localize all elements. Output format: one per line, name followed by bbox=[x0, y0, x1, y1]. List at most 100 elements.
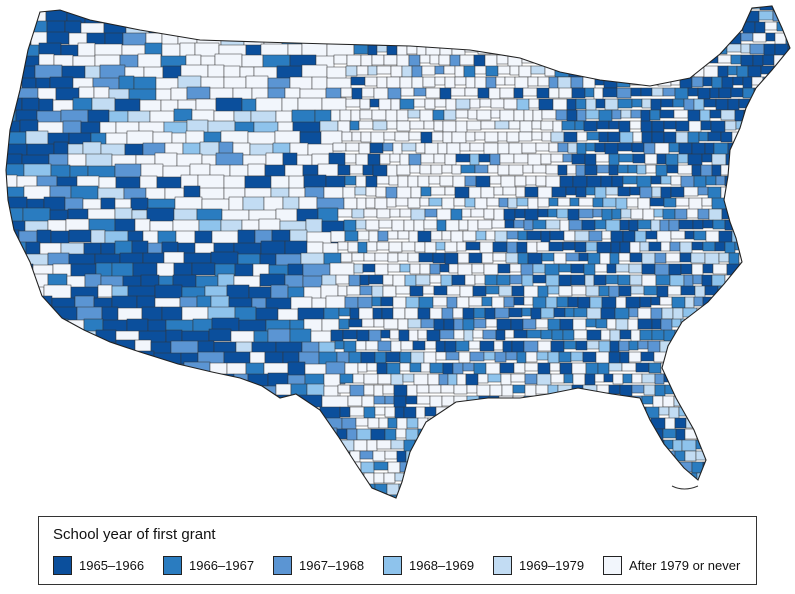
county bbox=[91, 351, 116, 376]
county bbox=[733, 307, 744, 321]
county bbox=[619, 329, 632, 340]
county bbox=[611, 109, 622, 120]
county bbox=[6, 318, 21, 333]
county bbox=[498, 43, 512, 56]
county bbox=[520, 263, 534, 277]
county bbox=[64, 352, 93, 375]
county bbox=[593, 494, 606, 498]
county bbox=[656, 153, 667, 165]
county bbox=[336, 351, 350, 364]
county bbox=[637, 197, 651, 211]
county bbox=[559, 219, 570, 233]
county bbox=[723, 329, 735, 340]
county bbox=[269, 394, 297, 419]
county bbox=[617, 186, 631, 197]
county bbox=[593, 395, 605, 408]
county bbox=[758, 10, 774, 21]
county bbox=[602, 65, 617, 78]
county bbox=[571, 153, 586, 165]
county bbox=[416, 395, 431, 405]
county bbox=[734, 164, 750, 175]
county bbox=[371, 54, 385, 66]
county bbox=[683, 494, 697, 498]
county bbox=[297, 484, 320, 498]
county bbox=[374, 252, 389, 262]
county bbox=[497, 142, 510, 155]
county bbox=[424, 208, 438, 218]
county bbox=[548, 241, 564, 252]
county bbox=[628, 307, 639, 318]
legend-swatch bbox=[603, 555, 622, 575]
county bbox=[697, 208, 710, 220]
county bbox=[788, 296, 790, 308]
county bbox=[396, 417, 408, 431]
county bbox=[512, 483, 528, 494]
county bbox=[495, 329, 506, 341]
county bbox=[662, 87, 676, 97]
county bbox=[434, 98, 447, 108]
county bbox=[437, 483, 453, 493]
county bbox=[98, 472, 115, 493]
county bbox=[42, 407, 67, 424]
county bbox=[214, 11, 241, 36]
county bbox=[417, 230, 432, 243]
county bbox=[315, 6, 336, 12]
county bbox=[443, 318, 455, 331]
county bbox=[699, 406, 714, 418]
county bbox=[480, 120, 496, 130]
county bbox=[472, 285, 487, 297]
county bbox=[413, 87, 427, 97]
county bbox=[81, 394, 104, 417]
county bbox=[761, 186, 772, 196]
county bbox=[241, 54, 264, 68]
county bbox=[512, 384, 526, 394]
county bbox=[595, 318, 608, 329]
county bbox=[521, 142, 537, 154]
county bbox=[665, 153, 679, 167]
county bbox=[481, 296, 493, 307]
county bbox=[628, 351, 642, 363]
county bbox=[705, 318, 716, 329]
county bbox=[558, 285, 573, 297]
county bbox=[624, 494, 635, 498]
county bbox=[656, 472, 668, 484]
county bbox=[586, 307, 602, 320]
county bbox=[444, 76, 456, 89]
county bbox=[6, 10, 22, 33]
county bbox=[636, 164, 647, 175]
county bbox=[680, 285, 696, 296]
legend-label: 1966–1967 bbox=[189, 557, 255, 573]
county bbox=[353, 263, 364, 274]
county bbox=[376, 208, 391, 219]
county bbox=[349, 164, 364, 175]
county bbox=[417, 307, 431, 321]
county bbox=[549, 230, 565, 241]
county bbox=[465, 76, 476, 89]
county bbox=[114, 350, 134, 365]
county bbox=[634, 43, 649, 54]
county bbox=[657, 43, 673, 56]
county bbox=[516, 241, 528, 254]
county bbox=[154, 9, 174, 23]
county bbox=[153, 352, 182, 368]
county bbox=[526, 329, 542, 339]
county bbox=[435, 494, 451, 498]
county bbox=[469, 142, 485, 152]
county bbox=[711, 164, 722, 177]
county bbox=[506, 417, 519, 430]
county bbox=[569, 439, 585, 452]
county bbox=[558, 274, 572, 287]
county bbox=[461, 208, 472, 218]
county bbox=[438, 54, 451, 66]
county bbox=[548, 76, 559, 90]
county bbox=[576, 43, 592, 54]
county bbox=[6, 262, 17, 277]
county bbox=[587, 252, 601, 266]
county bbox=[598, 109, 613, 123]
county bbox=[770, 186, 781, 196]
county bbox=[644, 153, 658, 165]
county bbox=[714, 241, 726, 252]
county bbox=[392, 296, 407, 310]
county bbox=[499, 153, 515, 164]
county bbox=[424, 406, 437, 417]
